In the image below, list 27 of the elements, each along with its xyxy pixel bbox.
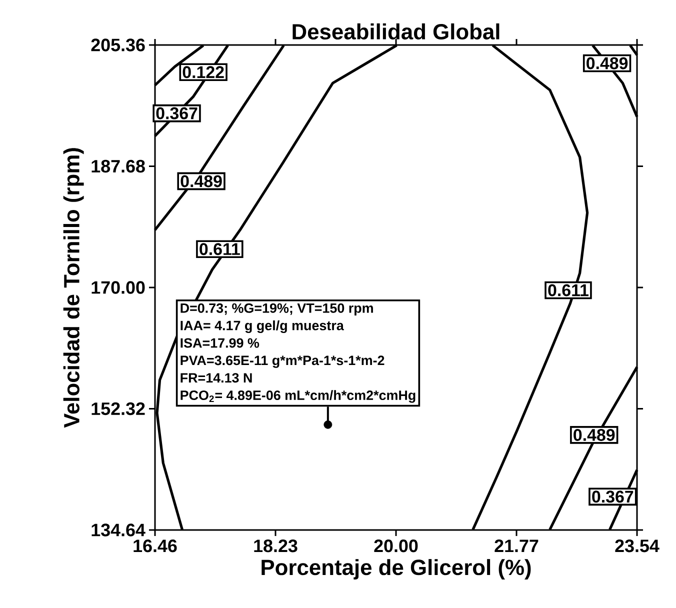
x-tick-label: 20.00 [374, 540, 418, 552]
annotation: PCO$_{2}$= 4.89E-06 mL*cm/h*cm2*cmHg [180, 390, 416, 403]
annotation: PVA=3.65E-11 g*m*Pa-1*s-1*m-2 [180, 356, 384, 368]
annotation: 0.367 [156, 107, 198, 120]
x-tick-label: 16.46 [134, 540, 177, 552]
x-tick-label: 21.77 [494, 540, 538, 552]
x-axis-title: Porcentaje de Glicerol (%) [262, 559, 531, 580]
annotation: 0.611 [548, 284, 589, 296]
annotation: 0.489 [180, 175, 222, 188]
x-tick-label: 23.54 [615, 540, 660, 552]
x-tick-label: 18.23 [254, 540, 298, 552]
annotation: 0.122 [182, 66, 224, 78]
annotation: 0.611 [200, 243, 240, 256]
chart-title: Deseabilidad Global [292, 23, 500, 40]
annotation: 0.489 [574, 428, 615, 441]
annotation: FR=14.13 N [180, 373, 252, 383]
annotation: IAA= 4.17 g gel/g muestra [180, 320, 344, 334]
y-tick-label: 205.36 [91, 38, 145, 52]
y-tick-label: 187.68 [92, 160, 145, 173]
y-axis-title: Velocidad de Tornillo (rpm) [63, 148, 84, 428]
y-tick-label: 134.64 [92, 524, 146, 536]
annotation: 0.367 [592, 490, 634, 503]
y-tick-label: 170.00 [92, 281, 145, 294]
annotation: 0.489 [586, 57, 628, 70]
annotation: ISA=17.99 % [180, 338, 260, 348]
y-tick-label: 152.32 [92, 402, 145, 416]
annotation: D=0.73; %G=19%; VT=150 rpm [180, 303, 373, 316]
